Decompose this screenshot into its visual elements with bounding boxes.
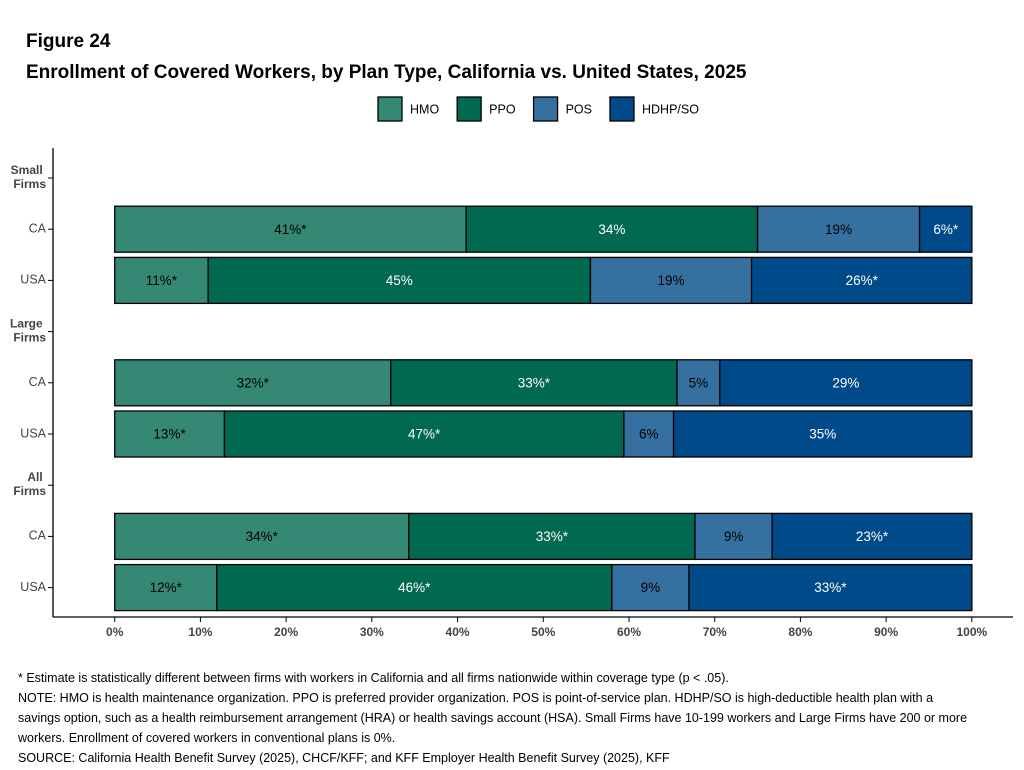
bar-segment — [465, 205, 759, 253]
data-label: 33%* — [518, 375, 551, 390]
x-tick-label: 30% — [360, 625, 384, 639]
bar-segment — [694, 512, 773, 561]
data-label: 29% — [832, 375, 859, 390]
bar-segment — [223, 410, 625, 458]
bar-segment — [114, 410, 226, 458]
note: NOTE: HMO is health maintenance organiza… — [18, 691, 968, 745]
legend-label: HDHP/SO — [642, 102, 699, 116]
data-label: 47%* — [408, 427, 441, 442]
x-tick-label: 80% — [788, 625, 812, 639]
bar-segment — [688, 563, 973, 612]
y-tick-label: CA — [29, 221, 47, 235]
group-label: All Firms — [13, 470, 46, 498]
y-tick-label: USA — [20, 580, 46, 594]
y-tick-label: USA — [20, 426, 46, 440]
note: * Estimate is statistically different be… — [18, 671, 729, 685]
data-label: 33%* — [814, 580, 847, 595]
x-tick-label: 20% — [274, 625, 298, 639]
bar-segment — [114, 205, 467, 253]
data-label: 46%* — [398, 580, 431, 595]
x-tick-label: 0% — [106, 625, 124, 639]
data-label: 41%* — [274, 222, 307, 237]
data-label: 45% — [386, 273, 413, 288]
bar-segment — [719, 359, 973, 407]
x-tick-label: 70% — [703, 625, 727, 639]
legend-swatch — [377, 96, 403, 122]
data-label: 35% — [809, 427, 836, 442]
data-label: 6% — [639, 427, 659, 442]
y-tick-label: CA — [29, 375, 47, 389]
legend-swatch — [456, 96, 482, 122]
data-label: 5% — [689, 375, 709, 390]
data-label: 23%* — [856, 529, 889, 544]
data-label: 6%* — [933, 222, 959, 237]
chart: Figure 24 Enrollment of Covered Workers,… — [10, 31, 1013, 639]
data-label: 9% — [641, 580, 661, 595]
bar-segment — [408, 512, 696, 561]
x-tick-label: 50% — [531, 625, 555, 639]
y-tick-label: USA — [20, 273, 46, 287]
bar-segment — [611, 563, 690, 612]
x-tick-label: 40% — [446, 625, 470, 639]
legend-swatch — [609, 96, 635, 122]
bar-segment — [672, 410, 973, 458]
bar-segment — [771, 512, 973, 561]
bar-segment — [114, 563, 218, 612]
data-label: 9% — [724, 529, 744, 544]
legend-swatch — [532, 96, 559, 122]
bar-segment — [750, 256, 973, 305]
bar-segment — [756, 205, 921, 253]
data-label: 26%* — [846, 273, 879, 288]
data-label: 33%* — [536, 529, 569, 544]
y-tick-label: CA — [29, 529, 47, 543]
x-tick-label: 10% — [188, 625, 212, 639]
data-label: 19% — [657, 273, 684, 288]
legend-label: POS — [566, 102, 592, 116]
bar-segment — [390, 359, 678, 407]
bar-segment — [918, 205, 973, 253]
bar-segment — [589, 256, 753, 305]
x-tick-label: 60% — [617, 625, 641, 639]
data-label: 12%* — [150, 580, 183, 595]
bar-segment — [623, 410, 675, 458]
data-label: 34%* — [246, 529, 279, 544]
bar-segment — [216, 563, 613, 612]
bar-segment — [207, 256, 592, 305]
data-label: 34% — [598, 222, 625, 237]
group-label: Small Firms — [11, 163, 47, 191]
notes: * Estimate is statistically different be… — [18, 668, 978, 768]
x-tick-label: 90% — [874, 625, 898, 639]
group-label: Large Firms — [10, 317, 46, 345]
data-label: 13%* — [153, 427, 186, 442]
legend-label: PPO — [489, 102, 516, 116]
bar-segment — [114, 256, 209, 305]
chart-title: Enrollment of Covered Workers, by Plan T… — [26, 62, 747, 83]
legend-label: HMO — [410, 102, 439, 116]
note: SOURCE: California Health Benefit Survey… — [18, 751, 670, 765]
x-tick-label: 100% — [957, 625, 988, 639]
data-label: 19% — [825, 222, 852, 237]
data-label: 11%* — [146, 273, 178, 288]
figure-label: Figure 24 — [26, 31, 111, 52]
data-label: 32%* — [237, 375, 270, 390]
